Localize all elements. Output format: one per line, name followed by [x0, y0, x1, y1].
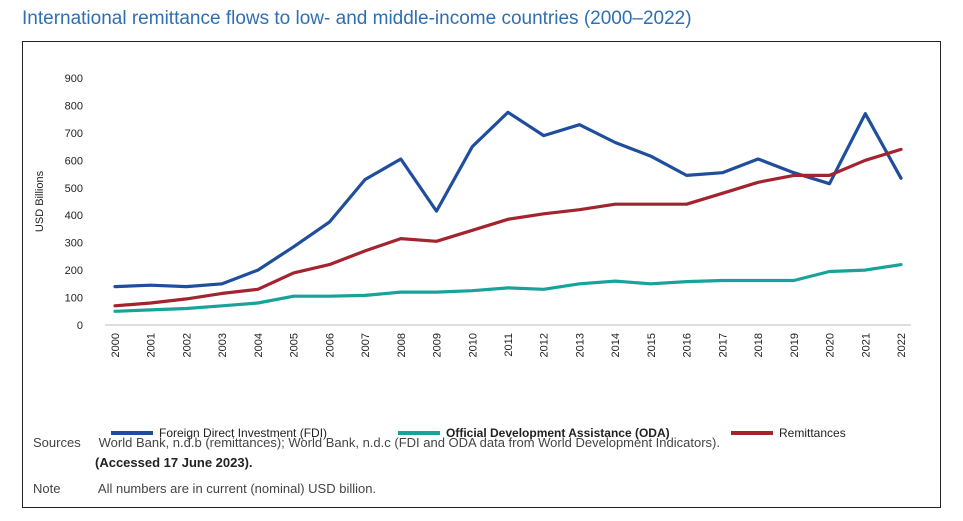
- legend-item-fdi: Foreign Direct Investment (FDI): [111, 426, 327, 440]
- legend-item-oda: Official Development Assistance (ODA): [398, 426, 670, 440]
- x-tick-label: 2011: [503, 333, 515, 357]
- y-tick-label: 400: [65, 210, 83, 222]
- sources-label: Sources: [33, 435, 81, 450]
- legend-swatch-remittances: [731, 431, 773, 435]
- legend-label-fdi: Foreign Direct Investment (FDI): [159, 426, 328, 440]
- x-tick-label: 2017: [717, 333, 729, 357]
- sources-accessed: (Accessed 17 June 2023).: [95, 455, 253, 470]
- x-tick-label: 2018: [753, 333, 765, 357]
- oda-line: [113, 263, 903, 313]
- legend-item-remittances: Remittances: [731, 426, 846, 440]
- x-tick-label: 2016: [682, 333, 694, 357]
- x-tick-label: 2001: [146, 333, 158, 357]
- legend-label-oda: Official Development Assistance (ODA): [446, 426, 670, 440]
- x-tick-label: 2006: [324, 333, 336, 357]
- legend-label-remittances: Remittances: [779, 426, 846, 440]
- x-tick-label: 2015: [646, 333, 658, 357]
- y-axis-label: USD Billions: [34, 170, 46, 232]
- x-tick-label: 2020: [825, 333, 837, 357]
- fdi-line: [113, 110, 903, 289]
- chart-title: International remittance flows to low- a…: [22, 8, 692, 29]
- x-tick-label: 2005: [289, 333, 301, 357]
- y-tick-label: 0: [77, 320, 83, 332]
- y-tick-label: 300: [65, 238, 83, 250]
- note-label: Note: [33, 481, 61, 496]
- line-chart: 0 100 200 300 400 500 600 700 800 900 USD Billions…: [34, 73, 911, 357]
- y-tick-label: 100: [65, 293, 83, 305]
- x-tick-label: 2022: [896, 333, 908, 357]
- legend-swatch-fdi: [111, 431, 153, 435]
- x-tick-label: 2009: [432, 333, 444, 357]
- x-tick-label: 2014: [610, 333, 622, 357]
- y-tick-label: 700: [65, 128, 83, 140]
- y-tick-label: 500: [65, 183, 83, 195]
- x-tick-label: 2010: [467, 333, 479, 357]
- x-tick-label: 2012: [539, 333, 551, 357]
- x-tick-label: 2019: [789, 333, 801, 357]
- sources-text: World Bank, n.d.b (remittances); World B…: [98, 435, 720, 450]
- y-tick-label: 600: [65, 155, 83, 167]
- x-tick-label: 2013: [574, 333, 586, 357]
- x-tick-label: 2021: [860, 333, 872, 357]
- x-tick-label: 2008: [396, 333, 408, 357]
- y-tick-label: 200: [65, 265, 83, 277]
- note-text: All numbers are in current (nominal) USD…: [97, 481, 377, 496]
- x-tick-label: 2000: [110, 333, 122, 357]
- legend-swatch-oda: [398, 431, 440, 435]
- chart-frame: 0 100 200 300 400 500 600 700 800 900 USD Billions…: [22, 41, 941, 508]
- y-tick-label: 900: [65, 73, 83, 85]
- x-tick-label: 2002: [181, 333, 193, 357]
- x-tick-label: 2004: [253, 333, 265, 357]
- sources-block: Sources World Bank, n.d.b (remittances);…: [33, 433, 720, 499]
- y-tick-label: 800: [65, 100, 83, 112]
- x-tick-label: 2003: [217, 333, 229, 357]
- x-tick-label: 2007: [360, 333, 372, 357]
- remittances-line: [113, 147, 903, 308]
